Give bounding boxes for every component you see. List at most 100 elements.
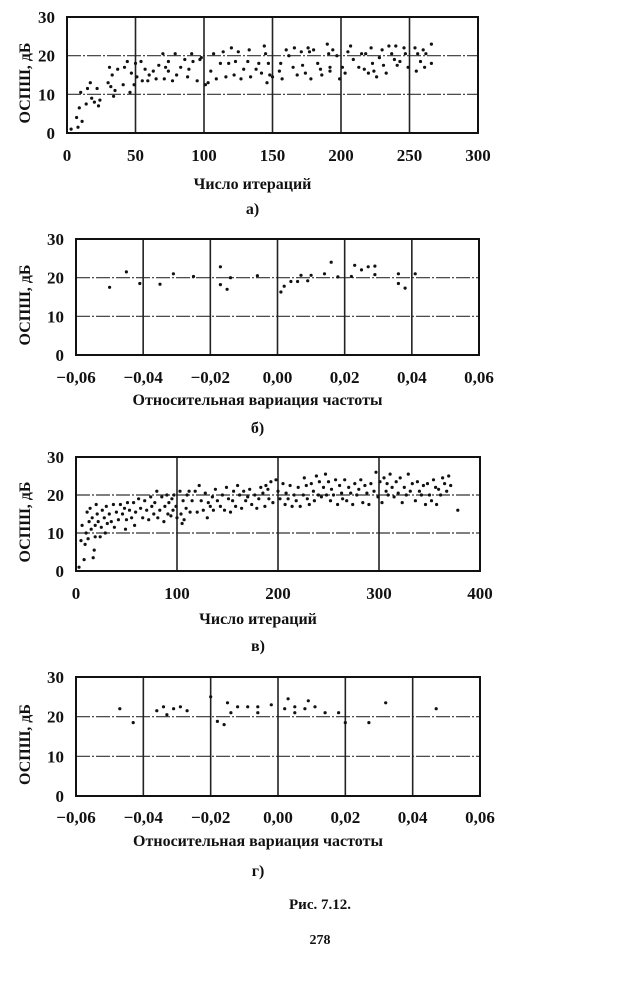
data-point <box>106 81 110 85</box>
data-point <box>250 502 254 507</box>
data-point <box>166 512 170 516</box>
data-point <box>375 75 379 79</box>
data-point <box>369 46 373 50</box>
data-point <box>429 42 433 46</box>
data-point <box>326 480 331 484</box>
data-point <box>369 482 373 486</box>
data-point <box>134 510 138 514</box>
data-point <box>413 272 417 276</box>
data-point <box>215 499 219 503</box>
x-axis-label: Относительная вариация частоты <box>133 392 383 409</box>
data-point <box>220 493 224 497</box>
data-point <box>289 279 293 284</box>
data-point <box>441 476 445 480</box>
data-point <box>213 487 217 491</box>
data-point <box>242 67 246 71</box>
data-point <box>199 499 203 503</box>
data-point <box>240 506 244 510</box>
y-tick-label: 0 <box>56 346 65 365</box>
data-point <box>398 59 402 64</box>
data-point <box>123 527 128 531</box>
y-tick-label: 30 <box>47 448 64 467</box>
data-point <box>427 493 432 497</box>
data-point <box>190 52 194 56</box>
data-point <box>232 489 236 493</box>
data-point <box>93 535 97 539</box>
data-point <box>178 489 182 493</box>
data-point <box>372 69 376 73</box>
data-point <box>102 516 106 520</box>
data-point <box>88 81 92 85</box>
x-tick-label: 0,06 <box>465 808 495 827</box>
data-point <box>89 527 93 531</box>
data-point <box>423 65 427 69</box>
data-point <box>305 497 309 501</box>
data-point <box>205 516 209 520</box>
data-point <box>292 493 296 497</box>
data-point <box>386 493 390 497</box>
plot-frame <box>75 676 481 797</box>
data-point <box>249 75 253 79</box>
data-point <box>191 274 196 279</box>
data-point <box>218 283 222 287</box>
data-point <box>116 67 120 71</box>
data-point <box>309 273 313 277</box>
data-point <box>209 69 213 73</box>
data-point <box>139 506 143 510</box>
data-point <box>269 703 273 707</box>
data-point <box>265 81 269 85</box>
data-point <box>152 512 156 516</box>
data-point <box>307 502 311 507</box>
data-point <box>98 98 102 102</box>
y-tick-label: 10 <box>47 307 64 326</box>
data-point <box>203 83 207 87</box>
x-tick-label: 0 <box>72 584 81 603</box>
data-point <box>100 508 104 512</box>
data-point <box>137 497 141 501</box>
data-point <box>120 512 125 516</box>
data-point <box>226 497 231 501</box>
data-point <box>112 94 116 98</box>
data-point <box>287 54 291 58</box>
data-point <box>359 268 364 272</box>
data-point <box>125 59 129 64</box>
data-point <box>338 77 342 81</box>
data-point <box>292 46 296 50</box>
x-tick-label: 0,00 <box>263 368 293 387</box>
data-point <box>132 83 136 87</box>
data-point <box>236 50 240 54</box>
data-point <box>396 272 400 276</box>
data-point <box>403 52 407 56</box>
data-point <box>439 493 443 497</box>
data-point <box>398 476 402 480</box>
chart-1: −0,06 −0,04 −0,02 0,00 0,02 0,04 0,06 0 10 20 30 От… <box>17 230 494 437</box>
y-tick-label: 20 <box>47 486 64 505</box>
x-tick-label: 150 <box>260 146 286 165</box>
data-point <box>170 497 174 501</box>
x-tick-label: 0,02 <box>330 368 360 387</box>
data-point <box>133 523 137 528</box>
data-point <box>161 705 166 709</box>
data-point <box>283 707 287 711</box>
data-point <box>110 73 114 77</box>
data-point <box>294 499 298 503</box>
data-point <box>271 501 275 505</box>
data-point <box>347 485 351 489</box>
data-point <box>456 508 460 512</box>
data-point <box>82 558 86 562</box>
data-point <box>156 516 160 520</box>
data-point <box>208 504 212 508</box>
data-point <box>229 711 233 715</box>
data-point <box>174 504 178 508</box>
data-point <box>283 502 287 507</box>
x-tick-label: 0,00 <box>263 808 293 827</box>
data-point <box>90 516 94 520</box>
data-point <box>161 52 165 56</box>
y-tick-label: 0 <box>56 787 65 806</box>
data-point <box>425 482 430 486</box>
data-point <box>256 705 260 709</box>
data-point <box>385 482 389 486</box>
data-point <box>410 482 414 486</box>
plot-frame <box>75 456 481 572</box>
data-point <box>69 127 73 131</box>
